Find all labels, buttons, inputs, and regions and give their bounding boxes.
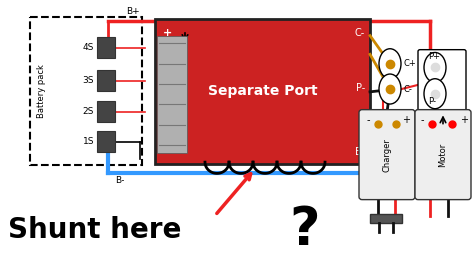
Text: P-: P- <box>356 83 365 93</box>
Text: Motor: Motor <box>438 143 447 167</box>
FancyBboxPatch shape <box>97 101 115 122</box>
Text: B-: B- <box>115 176 125 185</box>
Ellipse shape <box>379 49 401 79</box>
FancyBboxPatch shape <box>155 19 370 164</box>
Text: 2S: 2S <box>82 107 94 116</box>
FancyBboxPatch shape <box>97 70 115 91</box>
Text: -: - <box>366 115 370 125</box>
Text: 3S: 3S <box>82 76 94 85</box>
Text: +: + <box>163 28 172 38</box>
Text: B-: B- <box>355 147 365 157</box>
FancyBboxPatch shape <box>415 110 471 200</box>
FancyBboxPatch shape <box>359 110 415 200</box>
Text: ?: ? <box>290 204 320 256</box>
Text: C-: C- <box>404 84 413 93</box>
Text: -: - <box>420 115 424 125</box>
Text: P-: P- <box>428 97 436 106</box>
FancyBboxPatch shape <box>157 36 187 153</box>
Text: Shunt here: Shunt here <box>8 215 182 244</box>
Text: Battery pack: Battery pack <box>37 64 46 118</box>
Ellipse shape <box>424 53 446 82</box>
Text: +: + <box>402 115 410 125</box>
Text: Charger: Charger <box>383 138 392 172</box>
FancyBboxPatch shape <box>97 131 115 152</box>
Text: 4S: 4S <box>82 43 94 52</box>
Text: 1S: 1S <box>82 137 94 146</box>
Ellipse shape <box>379 74 401 104</box>
Text: P+: P+ <box>428 52 440 61</box>
FancyBboxPatch shape <box>30 17 142 165</box>
Ellipse shape <box>424 79 446 109</box>
FancyBboxPatch shape <box>418 50 466 114</box>
FancyBboxPatch shape <box>97 37 115 58</box>
Text: B+: B+ <box>126 7 140 16</box>
Text: +: + <box>460 115 468 125</box>
Text: Separate Port: Separate Port <box>208 84 317 98</box>
Text: C+: C+ <box>404 59 417 68</box>
Text: C-: C- <box>355 28 365 38</box>
FancyBboxPatch shape <box>370 214 402 223</box>
